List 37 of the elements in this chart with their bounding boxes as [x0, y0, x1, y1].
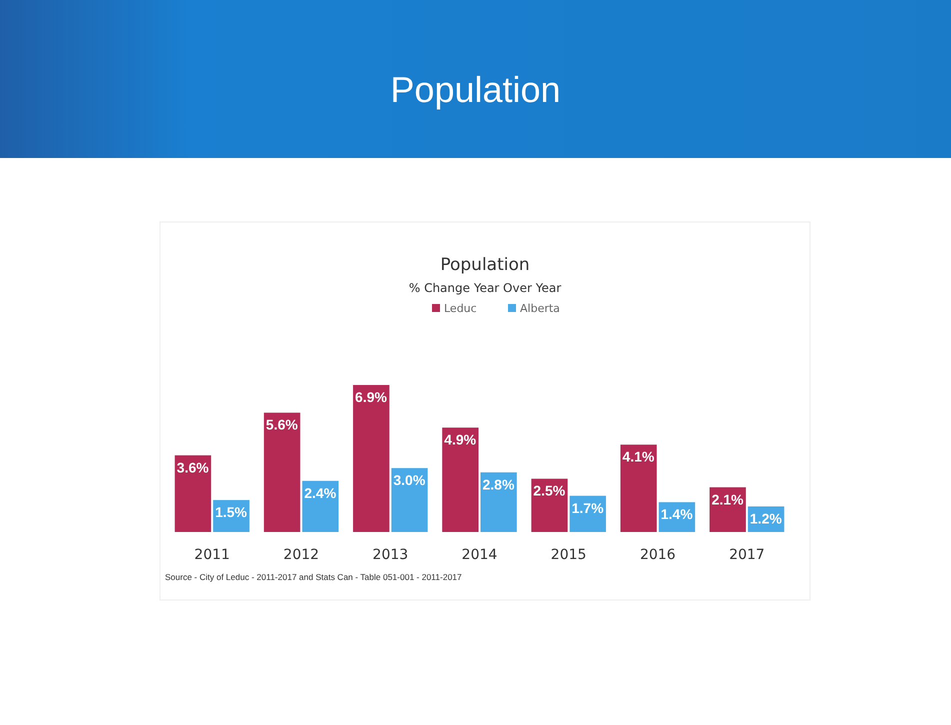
bar	[442, 428, 478, 532]
data-label: 1.7%	[572, 500, 604, 516]
text: % Change Year Over Year	[408, 281, 562, 295]
legend-label: Leduc	[444, 302, 477, 315]
chart-subtitle: Population	[440, 255, 530, 275]
bar	[531, 478, 568, 532]
data-label: 2.4%	[304, 484, 337, 501]
x-tick-label: 2013	[372, 547, 408, 563]
bar	[302, 480, 339, 532]
bar	[264, 412, 300, 532]
data-label: 1.5%	[215, 504, 248, 520]
data-label: 4.9%	[444, 432, 477, 448]
data-label: 5.6%	[266, 416, 298, 433]
data-label: 3.6%	[176, 459, 210, 476]
bar	[391, 468, 428, 532]
data-label: 1.2%	[750, 510, 782, 526]
data-label: 4.1%	[622, 448, 655, 465]
x-tick-label: 2017	[729, 547, 765, 563]
source-note: Source - City of Leduc - 2011-2017 and Stats Can - Table 051-001 - 2011-2017	[165, 572, 462, 582]
data-label: 2.5%	[533, 482, 566, 499]
legend-label: Alberta	[520, 302, 560, 315]
chart-title: Population	[390, 69, 561, 110]
bar	[620, 444, 657, 532]
x-tick-label: 2011	[194, 547, 230, 563]
data-label: 6.9%	[355, 389, 388, 405]
x-tick-label: 2012	[283, 547, 320, 563]
data-label: 1.4%	[660, 506, 694, 522]
x-tick-label: 2016	[640, 547, 676, 563]
x-tick-label: 2015	[550, 547, 586, 563]
bar	[353, 385, 390, 532]
bar	[174, 455, 212, 532]
data-label: 2.1%	[712, 491, 744, 508]
x-tick-label: 2014	[462, 547, 498, 563]
bar	[710, 487, 746, 532]
bar	[480, 472, 517, 532]
data-label: 2.8%	[482, 476, 515, 492]
data-label: 3.0%	[393, 472, 426, 488]
